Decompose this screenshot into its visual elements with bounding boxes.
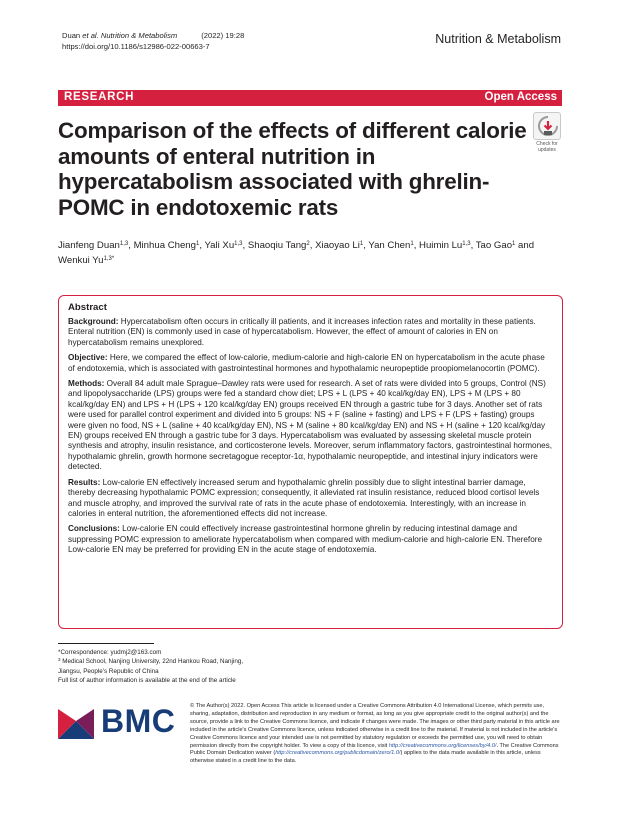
author-affiliation: 1,3*	[103, 256, 115, 262]
meta-citation: (2022) 19:28	[201, 31, 245, 40]
license-link-cc-by[interactable]: http://creativecommons.org/licenses/by/4…	[388, 742, 497, 749]
bmc-logo-text: BMC	[101, 703, 176, 739]
doi-link[interactable]: https://doi.org/10.1186/s12986-022-00663…	[62, 42, 210, 51]
bmc-logo: BMC	[58, 703, 188, 739]
author-name[interactable]: Xiaoyao Li	[315, 240, 360, 251]
background-text: Hypercatabolism often occurs in critical…	[68, 317, 536, 347]
author-name[interactable]: Huimin Lu	[419, 240, 463, 251]
meta-authors: Duan	[62, 31, 83, 40]
objective-label: Objective:	[68, 353, 108, 363]
license-link-cc0[interactable]: http://creativecommons.org/publicdomain/…	[275, 750, 401, 757]
abstract-box: Abstract Background: Hypercatabolism oft…	[58, 295, 563, 629]
article-title: Comparison of the effects of different c…	[58, 118, 527, 220]
article-meta: Duan et al. Nutrition & Metabolism (2022)…	[62, 30, 244, 52]
author-list: Jianfeng Duan1,3, Minhua Cheng1, Yali Xu…	[58, 240, 535, 266]
author-affiliation: 1	[195, 241, 200, 247]
author-name[interactable]: Wenkui Yu	[58, 255, 104, 266]
author-name[interactable]: Yali Xu	[204, 240, 235, 251]
methods-label: Methods:	[68, 379, 105, 389]
section-label: RESEARCH	[64, 91, 135, 103]
conclusions-text: Low-calorie EN could effectively increas…	[68, 524, 543, 555]
author-affiliation: 1	[410, 241, 414, 247]
license-text-1: © The Author(s) 2022. Open Access This a…	[190, 703, 560, 749]
affiliation-line1: Medical School, Nanjing University, 22nd…	[62, 658, 244, 666]
abstract-methods: Methods: Overall 84 adult male Sprague–D…	[68, 379, 553, 473]
section-banner: RESEARCH Open Access	[58, 90, 562, 106]
author-affiliation: 1	[512, 241, 516, 247]
license-text-2: . The Creative Commons Public Domain Ded…	[190, 742, 559, 757]
author-affiliation: 1,3	[234, 241, 243, 247]
results-text: Low-calorie EN effectively increased ser…	[68, 477, 540, 518]
results-label: Results:	[68, 477, 101, 487]
open-access-label: Open Access	[484, 91, 557, 103]
bmc-logo-mark-icon	[58, 709, 94, 739]
check-label-line1: Check for	[536, 141, 558, 147]
abstract-background: Background: Hypercatabolism often occurs…	[68, 317, 553, 348]
footnote-divider	[58, 643, 154, 644]
abstract-results: Results: Low-calorie EN effectively incr…	[68, 478, 553, 520]
author-name[interactable]: Minhua Cheng	[133, 240, 196, 251]
author-affiliation: 1,3	[462, 241, 471, 247]
objective-text: Here, we compared the effect of low-calo…	[68, 353, 545, 373]
abstract-objective: Objective: Here, we compared the effect …	[68, 353, 553, 374]
license-text: © The Author(s) 2022. Open Access This a…	[190, 703, 563, 766]
conclusions-label: Conclusions:	[68, 524, 120, 534]
author-affiliation: 1,3	[119, 241, 129, 247]
license-text-3: ) applies to the data made available in …	[190, 750, 541, 765]
affiliation-line2: Jiangsu, People's Republic of China	[58, 667, 159, 675]
affiliation-sup: 3	[58, 657, 61, 663]
author-info-note: Full list of author information is avail…	[58, 676, 236, 684]
affiliation: 3 Medical School, Nanjing University, 22…	[58, 657, 318, 666]
methods-text: Overall 84 adult male Sprague–Dawley rat…	[68, 379, 553, 472]
abstract-heading: Abstract	[68, 302, 107, 313]
check-for-updates-label[interactable]: Check for updates	[530, 141, 564, 153]
correspondence: *Correspondence: yudmj2@163.com	[58, 649, 162, 656]
check-label-line2: updates	[538, 147, 556, 153]
author-name[interactable]: Jianfeng Duan	[58, 240, 120, 251]
citation-line: Duan et al. Nutrition & Metabolism (2022)…	[62, 30, 244, 41]
footnotes: *Correspondence: yudmj2@163.com 3 Medica…	[58, 648, 318, 685]
author-affiliation: 1	[359, 241, 364, 247]
author-name[interactable]: Shaoqiu Tang	[247, 240, 307, 251]
abstract-conclusions: Conclusions: Low-calorie EN could effect…	[68, 524, 553, 555]
background-label: Background:	[68, 317, 119, 326]
author-name[interactable]: Yan Chen	[368, 240, 411, 251]
check-for-updates-icon[interactable]	[533, 112, 561, 140]
journal-name: Nutrition & Metabolism	[435, 32, 561, 46]
author-affiliation: 2	[306, 241, 310, 247]
meta-journal: et al. Nutrition & Metabolism	[82, 31, 178, 40]
author-name[interactable]: Tao Gao	[475, 240, 513, 251]
